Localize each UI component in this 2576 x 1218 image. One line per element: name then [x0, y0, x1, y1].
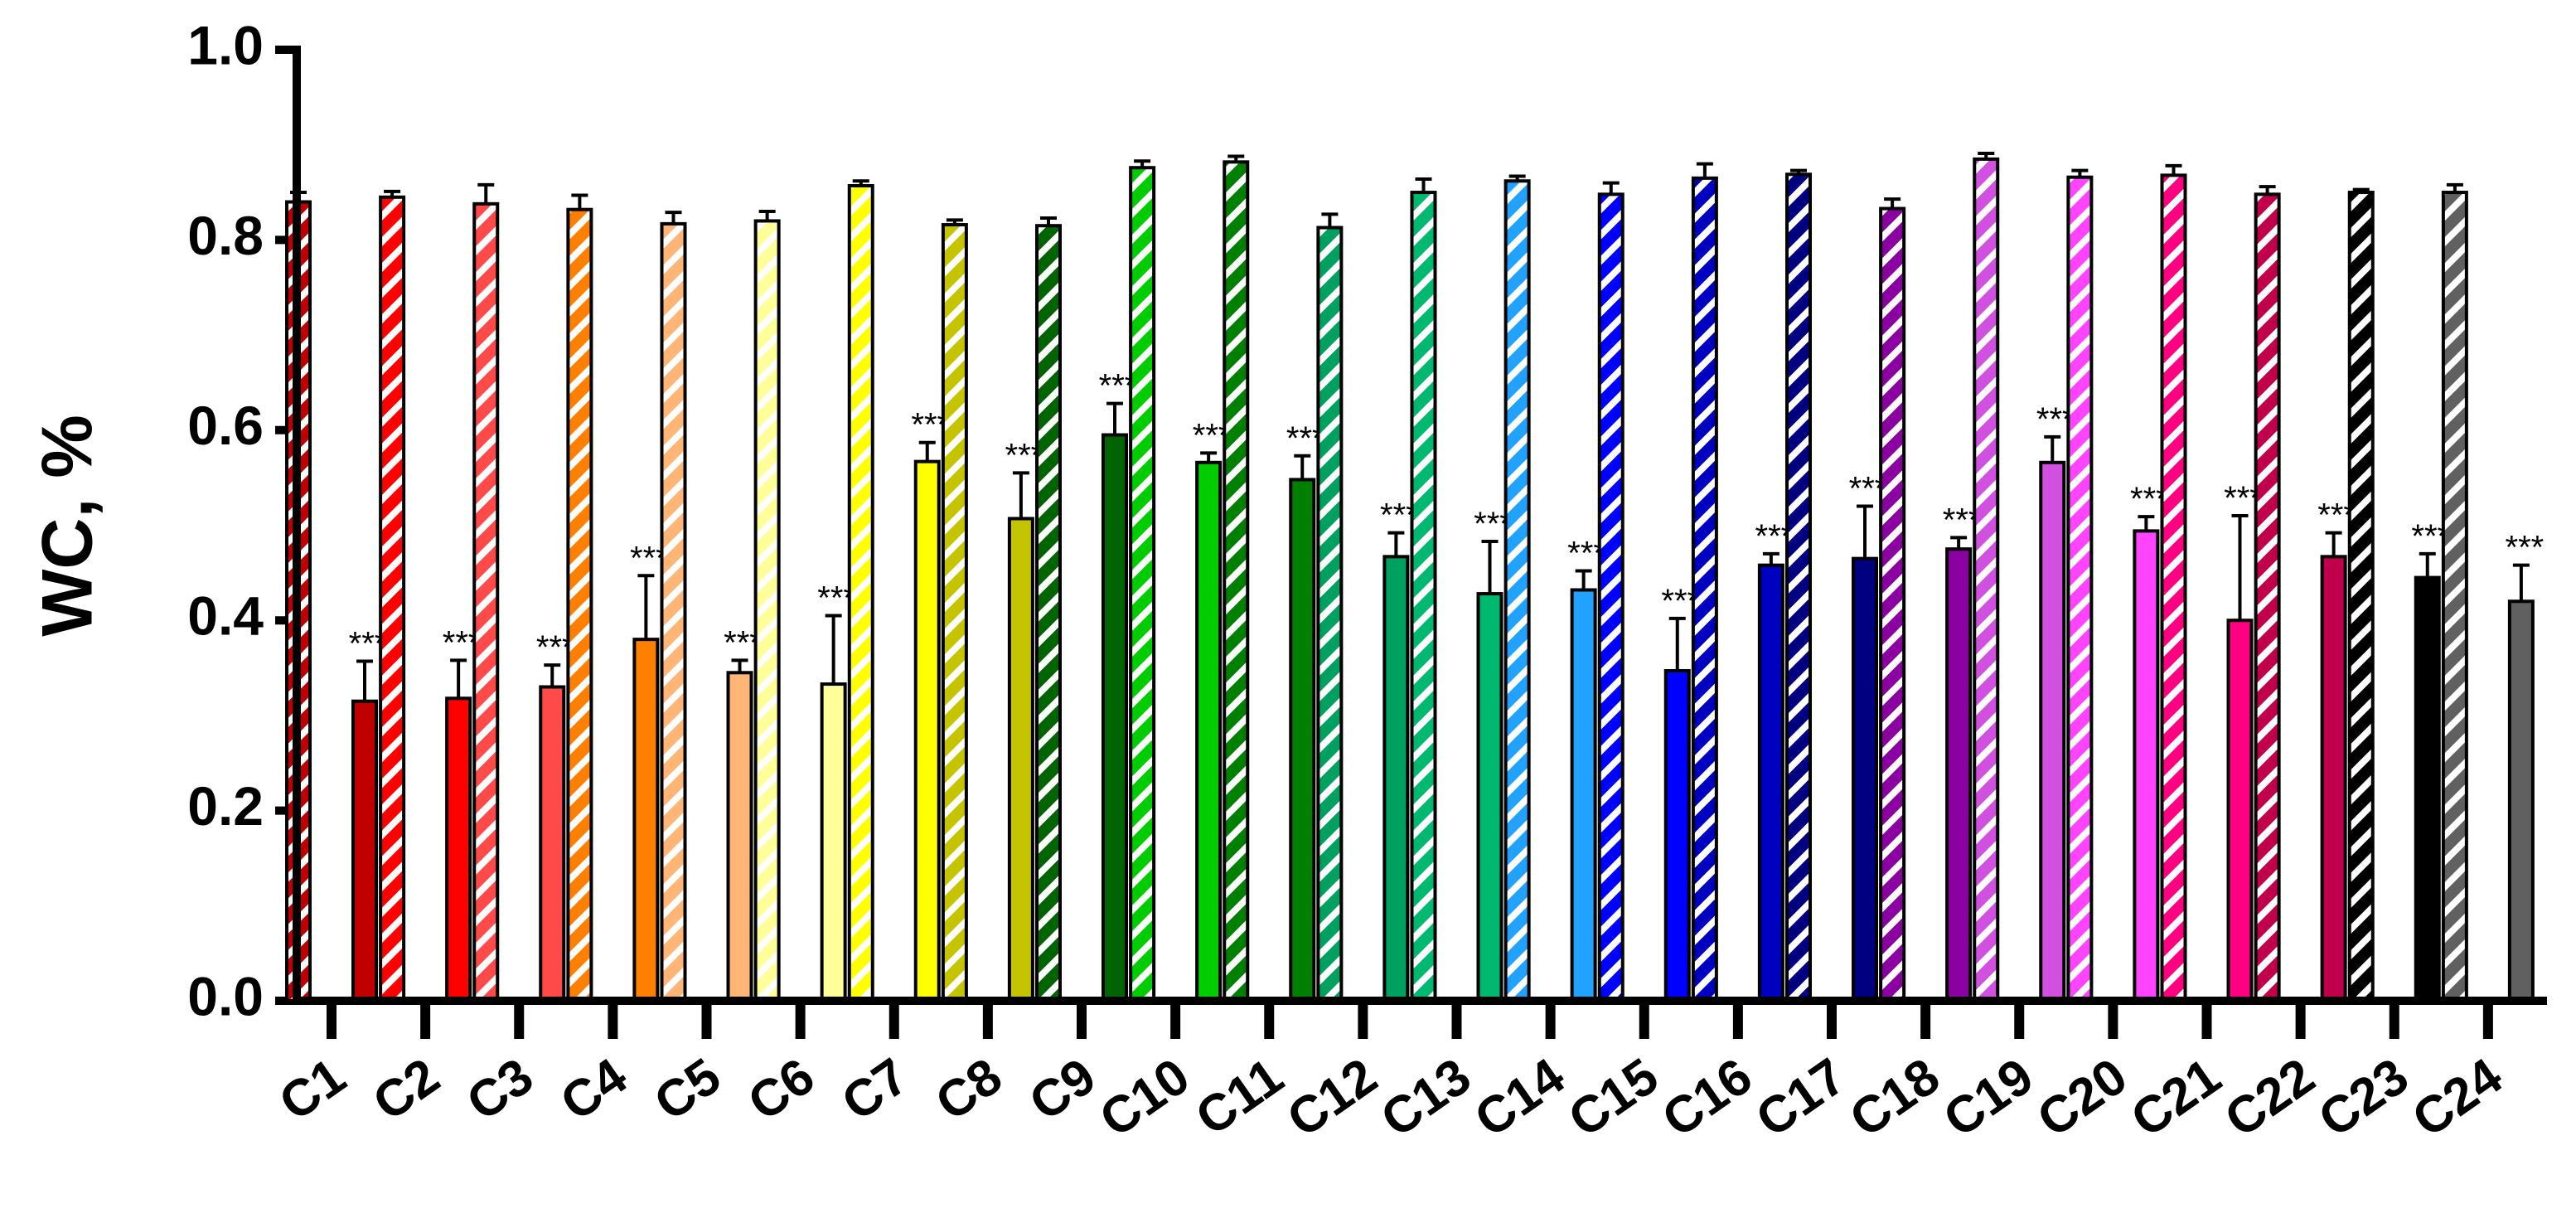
- x-tick-label: C24: [2403, 1047, 2513, 1148]
- bar: [941, 223, 968, 1003]
- x-tick-label: C17: [1746, 1047, 1857, 1148]
- bar: [1879, 206, 1906, 1002]
- bar: [2066, 175, 2094, 1002]
- bar: [351, 699, 378, 1002]
- bar: [1691, 176, 1718, 1003]
- bar: [2133, 529, 2160, 1002]
- bar: [472, 201, 500, 1002]
- bar: [1945, 547, 1973, 1002]
- bar: [753, 219, 781, 1002]
- bar: [1382, 555, 1410, 1002]
- bar: [2347, 191, 2375, 1003]
- y-axis-label: WC, %: [28, 415, 108, 637]
- bar: [2414, 575, 2441, 1003]
- bar: [539, 685, 566, 1002]
- x-tick-label: C5: [644, 1047, 731, 1132]
- bar: [726, 671, 753, 1002]
- x-tick-label: C15: [1558, 1047, 1668, 1148]
- bar: [379, 195, 406, 1003]
- bar: [1852, 556, 1878, 1002]
- x-tick-label: C16: [1653, 1047, 1763, 1148]
- x-tick-label: C18: [1840, 1047, 1950, 1148]
- x-tick-label: C8: [926, 1047, 1013, 1132]
- x-tick-label: C3: [457, 1047, 544, 1132]
- x-tick-label: C1: [269, 1047, 356, 1132]
- significance-label: ***: [2506, 530, 2545, 566]
- bar: [2507, 599, 2535, 1002]
- y-tick-label: 1.0: [187, 14, 264, 75]
- bar: [847, 184, 874, 1002]
- y-tick-label: 0.4: [187, 585, 264, 647]
- y-tick-label: 0.0: [187, 965, 264, 1026]
- bar: [1785, 172, 1812, 1002]
- bar: [445, 696, 472, 1003]
- bar: [1410, 191, 1437, 1003]
- x-tick-label: C2: [363, 1047, 450, 1132]
- y-tick-label: 0.2: [187, 775, 264, 837]
- bar: [1503, 179, 1531, 1002]
- x-tick-label: C4: [550, 1047, 637, 1132]
- x-tick-label: C21: [2121, 1047, 2231, 1148]
- bar: [1129, 166, 1156, 1002]
- bar: [1570, 588, 1597, 1002]
- bar: [2320, 555, 2347, 1002]
- bar: [1007, 517, 1034, 1002]
- x-tick-label: C7: [832, 1047, 919, 1132]
- bar: [913, 459, 941, 1002]
- x-tick-label: C20: [2027, 1047, 2138, 1148]
- bar: [1757, 563, 1784, 1002]
- x-tick-label: C19: [1934, 1047, 2044, 1148]
- y-tick-label: 0.6: [187, 395, 264, 456]
- bar: [1597, 192, 1625, 1002]
- bar: [2254, 192, 2281, 1002]
- bar: [1663, 668, 1691, 1003]
- bar: [820, 682, 847, 1002]
- x-tick-label: C13: [1371, 1047, 1481, 1148]
- x-tick-label: C10: [1090, 1047, 1200, 1148]
- bar: [1195, 460, 1223, 1002]
- x-tick-label: C14: [1465, 1047, 1575, 1148]
- bar: [660, 221, 687, 1002]
- x-tick-label: C23: [2308, 1047, 2419, 1148]
- bar: [2039, 460, 2066, 1002]
- x-tick-label: C11: [1186, 1047, 1294, 1147]
- x-tick-label: C6: [738, 1047, 826, 1132]
- x-tick-label: C9: [1019, 1047, 1106, 1132]
- bar: [1223, 160, 1250, 1002]
- bar: [566, 207, 593, 1003]
- bar: [632, 638, 660, 1002]
- bar: [1476, 592, 1503, 1002]
- y-tick-label: 0.8: [187, 205, 264, 266]
- bar: [2226, 619, 2254, 1002]
- bar: [2441, 191, 2468, 1003]
- bar: [1035, 224, 1062, 1002]
- bar: [1316, 226, 1344, 1002]
- bar: [1973, 157, 2000, 1002]
- x-tick-label: C22: [2215, 1047, 2325, 1148]
- x-tick-label: C12: [1277, 1047, 1387, 1148]
- bar: [2160, 173, 2187, 1003]
- bar: [1102, 433, 1128, 1002]
- bar: [1289, 478, 1316, 1002]
